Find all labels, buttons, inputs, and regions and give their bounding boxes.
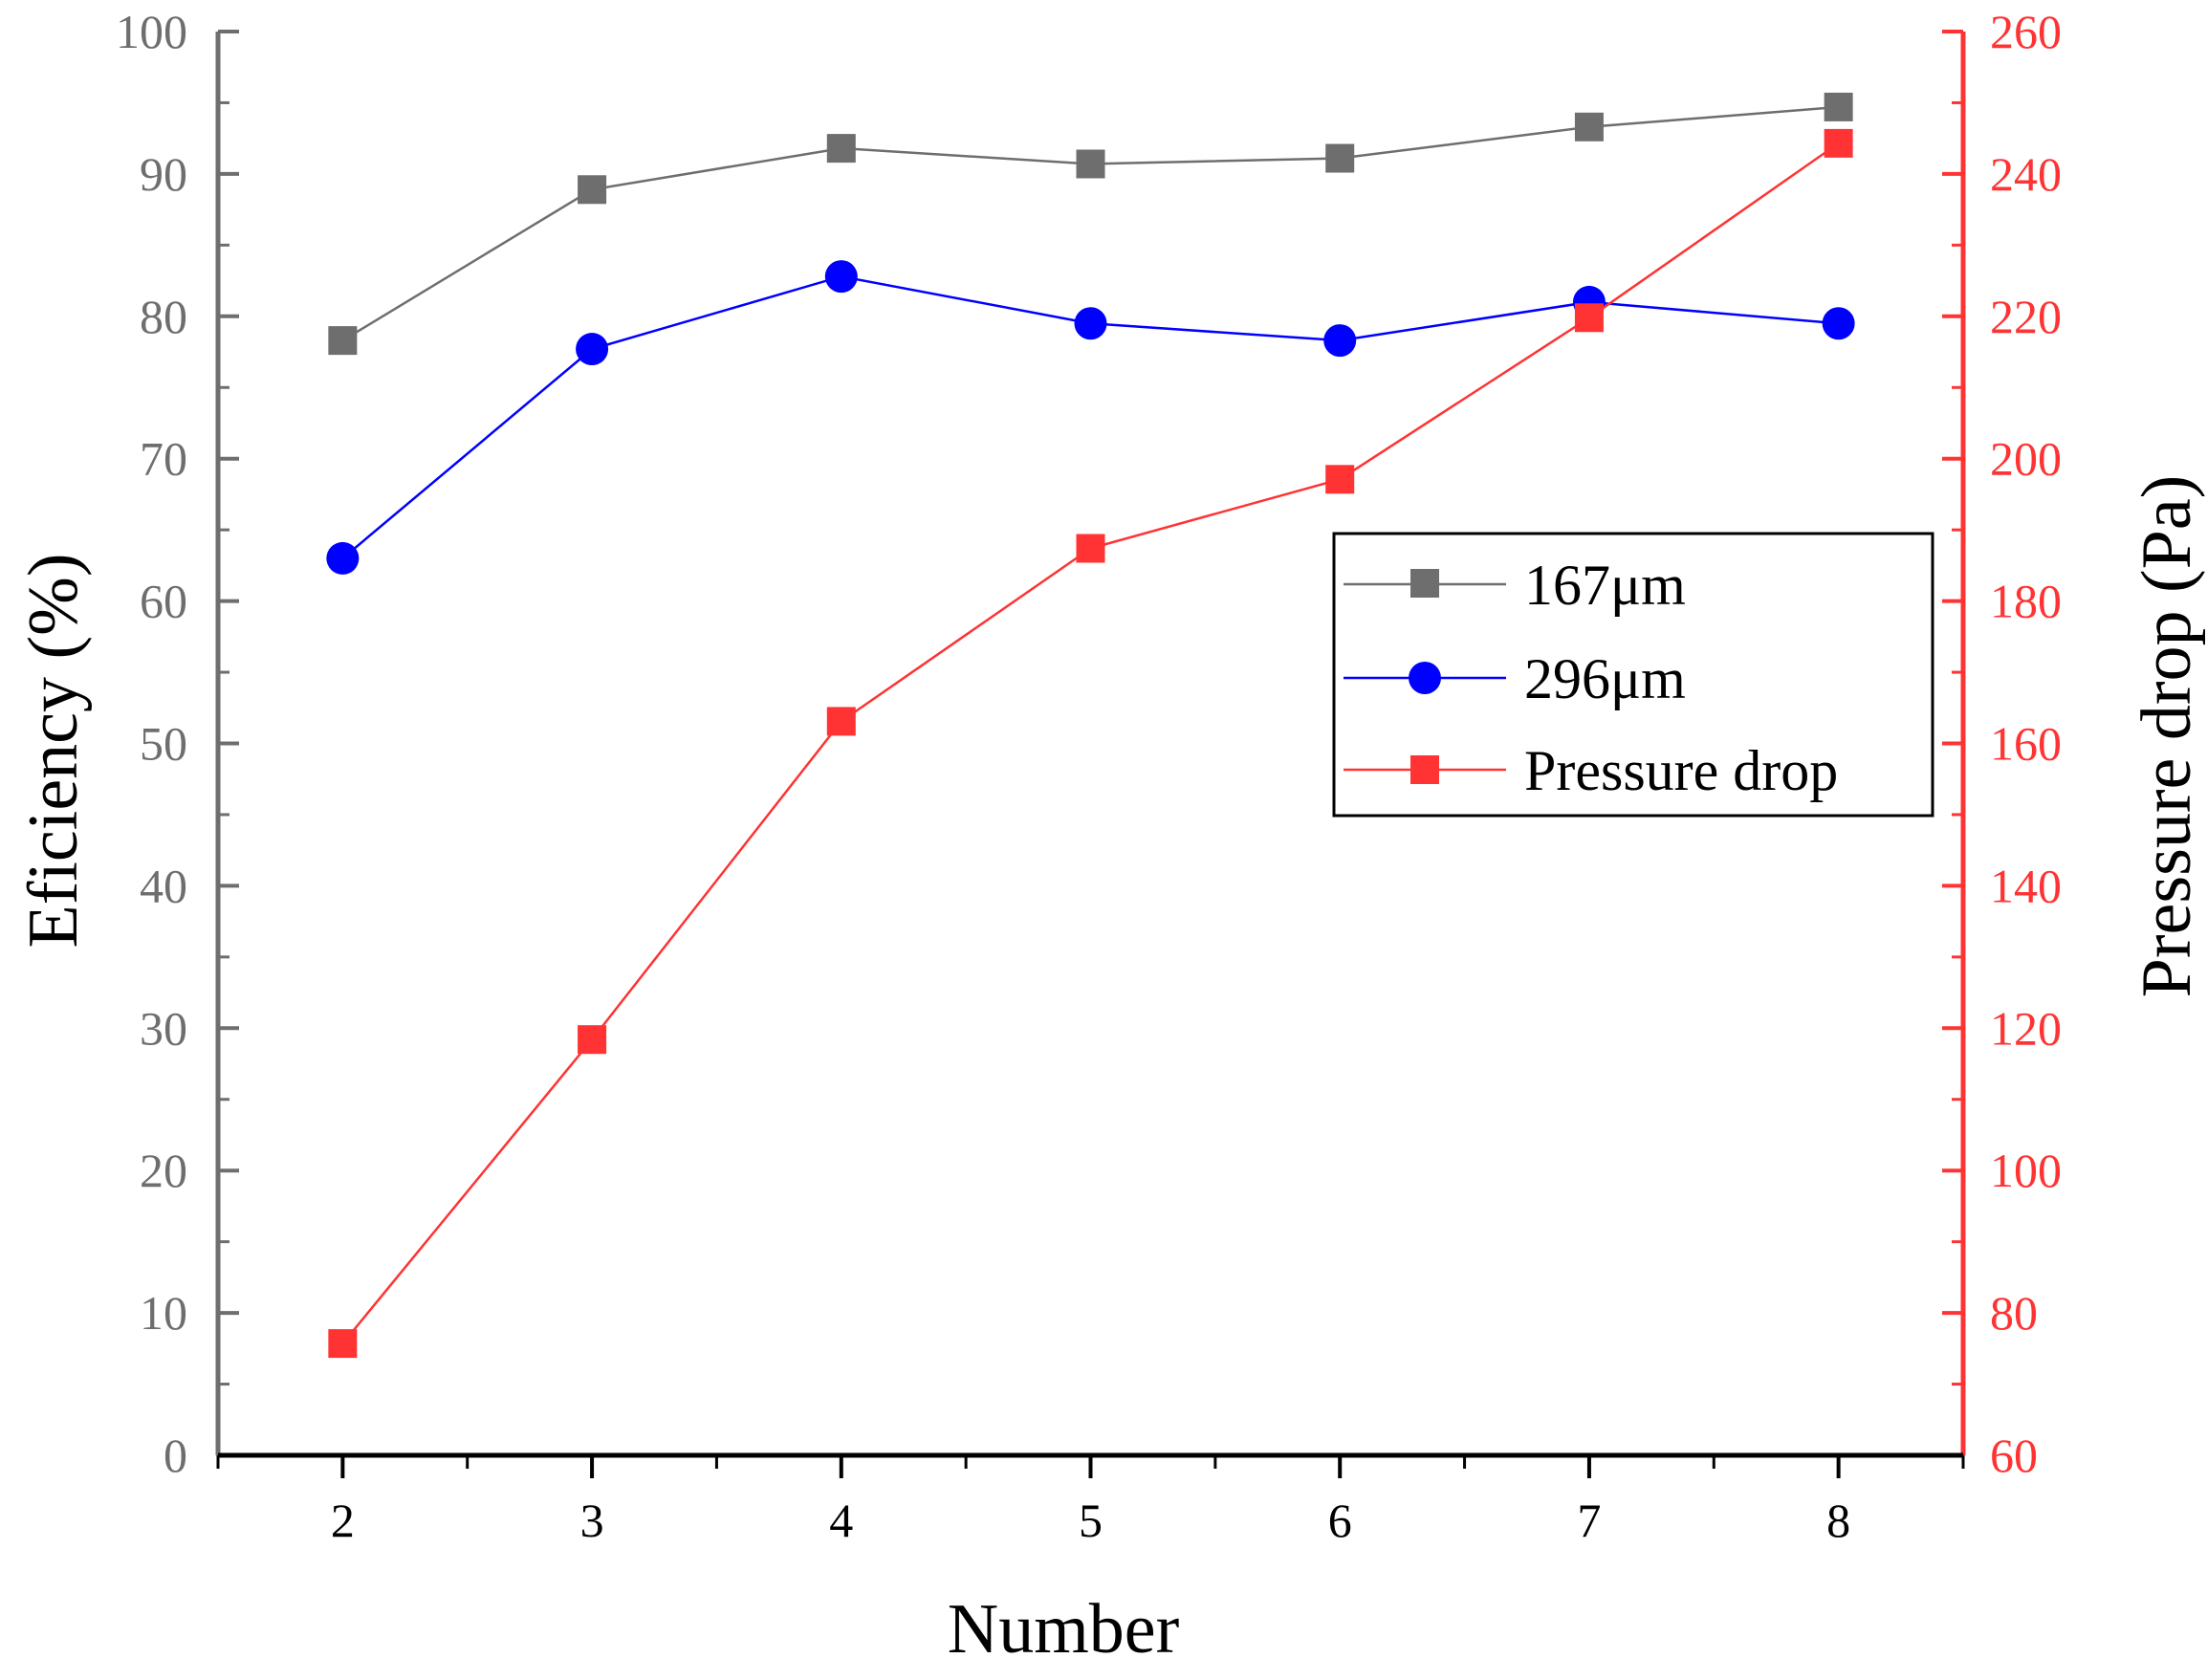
series-167um [328,92,1853,356]
data-point [1574,303,1604,333]
x-tick-label: 8 [1826,1494,1850,1547]
bottom-axis: 2 3 4 5 6 7 8 [216,1452,1965,1547]
legend-label-296um: 296μm [1524,647,1686,710]
x-tick-label: 3 [580,1494,604,1547]
data-point [1323,324,1357,358]
legend-label-167um: 167μm [1524,554,1686,617]
data-point [826,134,856,164]
x-tick-label: 7 [1577,1494,1601,1547]
data-point [576,333,609,366]
y-axis-right-title: Pressure drop (Pa) [2128,475,2206,998]
data-point [1824,92,1853,121]
left-axis: 0 10 20 30 40 50 60 70 80 90 100 [116,5,239,1482]
y-right-tick-label: 140 [1990,859,2062,912]
data-point [1824,128,1853,158]
legend-item-pressure-drop: Pressure drop [1344,739,1838,802]
x-tick-label: 4 [829,1494,853,1547]
data-point [824,260,858,294]
y-left-tick-label: 20 [140,1144,187,1197]
legend-item-167um: 167μm [1344,554,1686,617]
legend-item-296um: 296μm [1344,647,1686,710]
y-left-tick-label: 10 [140,1286,187,1340]
x-tick-label: 2 [331,1494,355,1547]
legend-marker-pressure-drop [1410,755,1439,784]
y-left-tick-label: 90 [140,147,187,201]
x-axis-title: Number [948,1590,1180,1669]
data-point [1325,465,1355,494]
data-point [1822,307,1855,340]
data-point [328,1329,358,1359]
legend: 167μm 296μm Pressure drop [1332,532,1934,818]
y-right-tick-label: 180 [1990,575,2062,628]
x-tick-label: 6 [1328,1494,1352,1547]
y-left-tick-label: 50 [140,717,187,771]
y-right-tick-label: 60 [1990,1429,2038,1482]
series-296um [326,260,1855,575]
data-point [1074,307,1107,340]
legend-marker-167um [1410,569,1439,598]
data-point [578,175,607,205]
y-right-tick-label: 80 [1990,1286,2038,1340]
series-line [341,105,1839,342]
series-layer [326,92,1855,1359]
y-right-tick-label: 260 [1990,5,2062,58]
data-point [578,1025,607,1055]
y-left-tick-label: 30 [140,1001,187,1055]
y-left-tick-label: 100 [116,5,187,58]
y-right-tick-label: 200 [1990,432,2062,486]
legend-marker-296um [1409,662,1441,694]
series-pressure-drop [328,128,1853,1359]
y-left-tick-label: 80 [140,290,187,343]
legend-label-pressure-drop: Pressure drop [1524,739,1838,802]
y-left-tick-label: 60 [140,575,187,628]
y-right-tick-label: 120 [1990,1001,2062,1055]
data-point [1574,112,1604,142]
y-left-tick-label: 70 [140,432,187,486]
y-axis-left-title: Eficiency (%) [14,554,93,949]
x-tick-label: 5 [1079,1494,1103,1547]
y-left-tick-label: 0 [164,1429,187,1482]
right-axis: 60 80 100 120 140 160 180 200 220 240 260 [1942,5,2062,1482]
y-left-tick-label: 40 [140,859,187,912]
data-point [1076,534,1105,563]
data-point [326,541,360,575]
data-point [328,326,358,356]
data-point [826,707,856,736]
y-right-tick-label: 240 [1990,147,2062,201]
y-right-tick-label: 220 [1990,290,2062,343]
data-point [1076,149,1105,179]
data-point [1325,143,1355,173]
y-right-tick-label: 100 [1990,1144,2062,1197]
y-right-tick-label: 160 [1990,717,2062,771]
